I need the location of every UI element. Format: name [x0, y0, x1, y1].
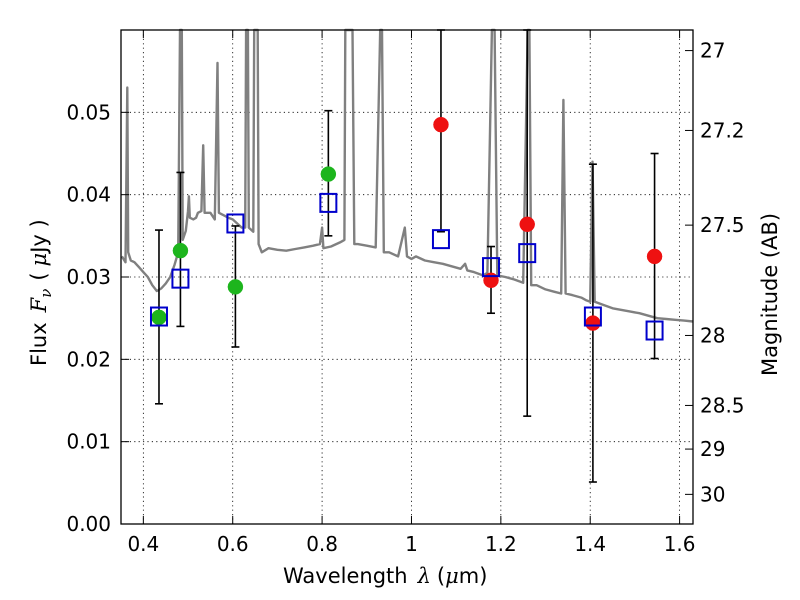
- model-photometry-point: [645, 320, 664, 341]
- model-photometry-point: [431, 229, 450, 250]
- model-spectrum-line: [120, 28, 694, 323]
- grid-lines: [121, 30, 693, 525]
- green_observed-point: [172, 242, 189, 259]
- y-tick-label: 0.02: [66, 347, 111, 371]
- y2-tick-label: 27.5: [700, 213, 745, 237]
- red_observed-point: [433, 116, 449, 133]
- model-photometry-point: [226, 213, 245, 234]
- markers-layer: [149, 116, 664, 341]
- x-tick-label: 1.4: [574, 532, 606, 556]
- y2-tick-label: 30: [700, 482, 725, 506]
- y-tick-label: 0.03: [66, 265, 111, 289]
- x-tick-label: 0.6: [217, 532, 249, 556]
- model-photometry-point: [319, 192, 338, 213]
- y-tick-label: 0.04: [66, 183, 111, 207]
- y-tick-label: 0.00: [66, 512, 111, 536]
- x-tick-label: 1.2: [485, 532, 517, 556]
- green_observed-point: [320, 166, 337, 182]
- axis-ticks: 0.4 0.6 0.8 1 1.2 1.4 1.6 0.00 0.01 0.02 0.03 0.04 0…: [66, 30, 745, 556]
- red_observed-point: [585, 315, 601, 331]
- y2-tick-label: 27: [700, 39, 725, 63]
- y-axis-title: FluxFν(μJy ): [27, 219, 55, 366]
- model-spectrum-layer: [120, 28, 694, 323]
- x-tick-label: 1.6: [664, 532, 696, 556]
- model-photometry-point: [171, 268, 190, 289]
- x-tick-label: 0.8: [306, 532, 338, 556]
- model-photometry-point: [518, 243, 537, 264]
- red_observed-point: [519, 216, 535, 233]
- model-photometry-point: [482, 257, 501, 278]
- red_observed-point: [646, 248, 663, 265]
- x-tick-label: 1: [405, 532, 418, 556]
- green_observed-point: [151, 309, 167, 326]
- y2-tick-label: 28: [700, 323, 725, 347]
- y2-tick-label: 29: [700, 437, 725, 461]
- y2-tick-label: 27.2: [700, 118, 745, 142]
- y-tick-label: 0.01: [66, 430, 111, 454]
- y2-tick-label: 28.5: [700, 393, 745, 417]
- y2-axis-title: Magnitude (AB): [758, 213, 782, 376]
- model-photometry-point: [583, 306, 602, 327]
- x-axis-title: Wavelength λ (μm): [283, 564, 487, 588]
- green_observed-point: [227, 279, 244, 295]
- x-tick-label: 0.4: [127, 532, 159, 556]
- y-tick-label: 0.05: [66, 100, 111, 124]
- model-photometry-point: [149, 306, 168, 327]
- red_observed-point: [483, 272, 499, 289]
